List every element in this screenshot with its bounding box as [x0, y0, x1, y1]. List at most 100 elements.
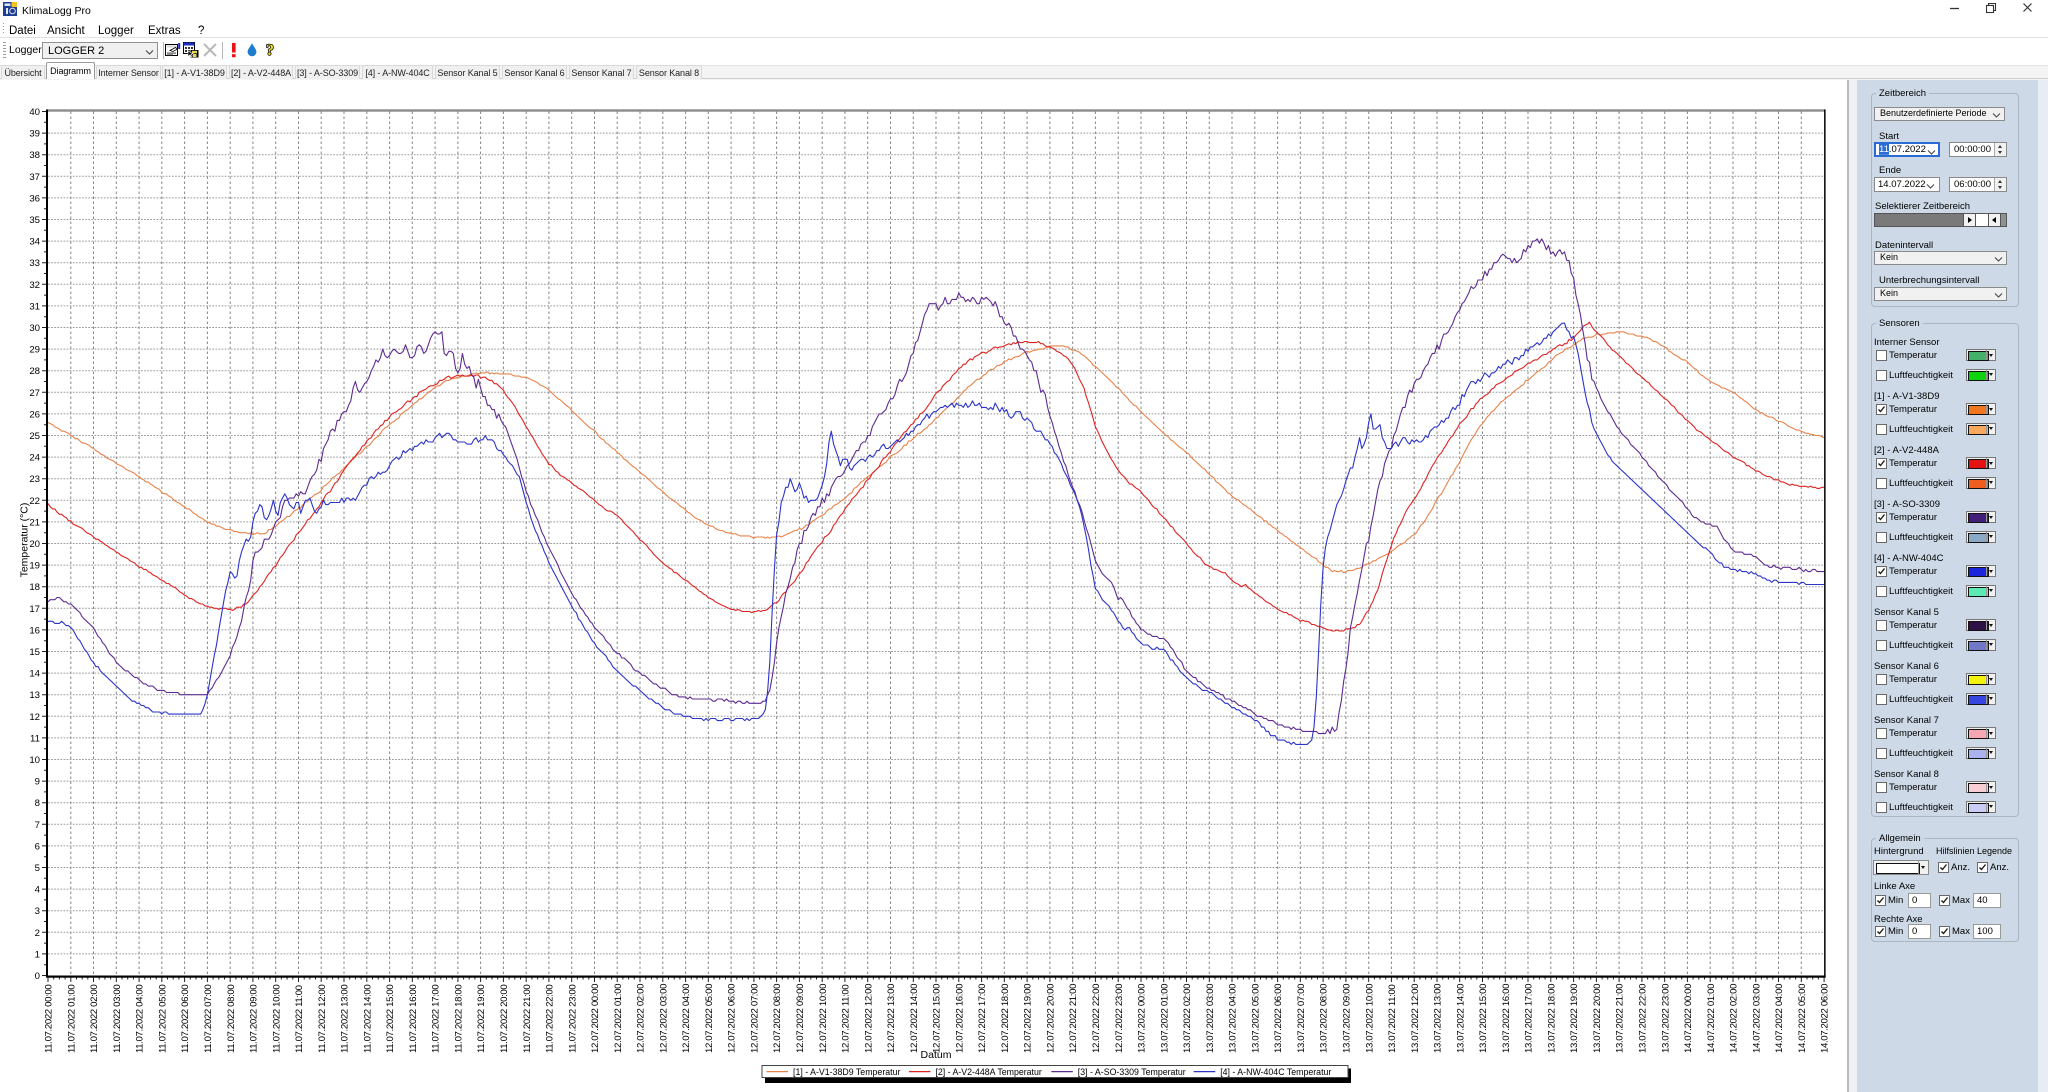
svg-text:[1] - A-V1-38D9 Temperatur: [1] - A-V1-38D9 Temperatur	[793, 1067, 900, 1077]
svg-text:12.07.2022 11:00: 12.07.2022 11:00	[841, 985, 852, 1053]
svg-text:25: 25	[29, 431, 40, 442]
svg-text:13.07.2022 05:00: 13.07.2022 05:00	[1250, 984, 1261, 1053]
svg-text:13.07.2022 10:00: 13.07.2022 10:00	[1364, 984, 1375, 1053]
svg-text:24: 24	[29, 453, 40, 464]
svg-text:4: 4	[35, 885, 41, 896]
svg-text:14: 14	[29, 669, 40, 680]
svg-text:17: 17	[29, 604, 40, 615]
svg-text:Datum: Datum	[921, 1049, 952, 1061]
svg-text:5: 5	[35, 863, 40, 874]
svg-text:27: 27	[29, 388, 40, 399]
svg-text:11.07.2022 13:00: 11.07.2022 13:00	[340, 985, 351, 1053]
svg-text:[2] - A-V2-448A Temperatur: [2] - A-V2-448A Temperatur	[935, 1067, 1042, 1077]
svg-text:28: 28	[29, 366, 40, 377]
svg-text:13.07.2022 11:00: 13.07.2022 11:00	[1387, 985, 1398, 1053]
svg-text:11.07.2022 23:00: 11.07.2022 23:00	[567, 985, 578, 1053]
svg-text:14.07.2022 06:00: 14.07.2022 06:00	[1820, 984, 1831, 1053]
svg-text:13.07.2022 15:00: 13.07.2022 15:00	[1478, 984, 1489, 1053]
svg-text:12.07.2022 03:00: 12.07.2022 03:00	[658, 984, 669, 1053]
svg-text:13.07.2022 03:00: 13.07.2022 03:00	[1205, 984, 1216, 1053]
svg-text:[3] - A-SO-3309 Temperatur: [3] - A-SO-3309 Temperatur	[1078, 1067, 1186, 1077]
svg-text:11.07.2022 11:00: 11.07.2022 11:00	[294, 985, 305, 1053]
svg-text:[4] - A-NW-404C Temperatur: [4] - A-NW-404C Temperatur	[1220, 1067, 1331, 1077]
svg-text:11.07.2022 15:00: 11.07.2022 15:00	[385, 985, 396, 1053]
svg-text:14.07.2022 02:00: 14.07.2022 02:00	[1729, 984, 1740, 1053]
svg-text:11.07.2022 07:00: 11.07.2022 07:00	[203, 985, 214, 1053]
svg-text:12.07.2022 20:00: 12.07.2022 20:00	[1046, 984, 1057, 1053]
svg-text:14.07.2022 01:00: 14.07.2022 01:00	[1706, 984, 1717, 1053]
svg-text:11.07.2022 08:00: 11.07.2022 08:00	[226, 985, 237, 1053]
svg-text:11.07.2022 04:00: 11.07.2022 04:00	[135, 985, 146, 1053]
svg-text:31: 31	[29, 301, 40, 312]
svg-text:13: 13	[29, 690, 40, 701]
svg-text:0: 0	[35, 971, 40, 982]
svg-text:?: ?	[266, 42, 274, 58]
svg-text:12.07.2022 04:00: 12.07.2022 04:00	[681, 984, 692, 1053]
svg-text:13.07.2022 08:00: 13.07.2022 08:00	[1319, 984, 1330, 1053]
svg-text:11.07.2022 06:00: 11.07.2022 06:00	[180, 985, 191, 1053]
svg-text:7: 7	[35, 820, 40, 831]
svg-text:12.07.2022 01:00: 12.07.2022 01:00	[613, 984, 624, 1053]
svg-text:40: 40	[29, 107, 40, 118]
svg-text:13.07.2022 18:00: 13.07.2022 18:00	[1546, 984, 1557, 1053]
svg-text:12.07.2022 09:00: 12.07.2022 09:00	[795, 984, 806, 1053]
svg-text:14.07.2022 00:00: 14.07.2022 00:00	[1683, 984, 1694, 1053]
svg-text:11.07.2022 03:00: 11.07.2022 03:00	[112, 985, 123, 1053]
svg-text:13.07.2022 01:00: 13.07.2022 01:00	[1159, 984, 1170, 1053]
svg-text:9: 9	[35, 777, 40, 788]
svg-text:37: 37	[29, 172, 40, 183]
svg-text:21: 21	[29, 517, 40, 528]
svg-text:13.07.2022 09:00: 13.07.2022 09:00	[1342, 984, 1353, 1053]
svg-text:12.07.2022 17:00: 12.07.2022 17:00	[977, 984, 988, 1053]
svg-text:Temperatur (°C): Temperatur (°C)	[19, 503, 31, 578]
svg-text:11.07.2022 01:00: 11.07.2022 01:00	[66, 985, 77, 1053]
svg-text:1: 1	[35, 949, 40, 960]
svg-text:12.07.2022 12:00: 12.07.2022 12:00	[863, 984, 874, 1053]
svg-text:15: 15	[29, 647, 40, 658]
svg-text:13.07.2022 21:00: 13.07.2022 21:00	[1615, 984, 1626, 1053]
svg-text:11.07.2022 09:00: 11.07.2022 09:00	[249, 985, 260, 1053]
svg-text:11.07.2022 19:00: 11.07.2022 19:00	[476, 985, 487, 1053]
svg-text:32: 32	[29, 280, 40, 291]
svg-text:6: 6	[35, 841, 40, 852]
svg-text:13.07.2022 06:00: 13.07.2022 06:00	[1273, 984, 1284, 1053]
svg-text:11.07.2022 02:00: 11.07.2022 02:00	[89, 985, 100, 1053]
svg-text:11.07.2022 18:00: 11.07.2022 18:00	[454, 985, 465, 1053]
svg-text:20: 20	[29, 539, 40, 550]
svg-text:12.07.2022 15:00: 12.07.2022 15:00	[932, 984, 943, 1053]
svg-text:12.07.2022 00:00: 12.07.2022 00:00	[590, 984, 601, 1053]
svg-text:11.07.2022 12:00: 11.07.2022 12:00	[317, 985, 328, 1053]
svg-text:13.07.2022 04:00: 13.07.2022 04:00	[1228, 984, 1239, 1053]
svg-text:11.07.2022 05:00: 11.07.2022 05:00	[157, 985, 168, 1053]
svg-text:11.07.2022 22:00: 11.07.2022 22:00	[545, 985, 556, 1053]
svg-text:11.07.2022 20:00: 11.07.2022 20:00	[499, 985, 510, 1053]
svg-text:34: 34	[29, 237, 40, 248]
svg-text:29: 29	[29, 345, 40, 356]
svg-text:13.07.2022 19:00: 13.07.2022 19:00	[1569, 984, 1580, 1053]
svg-text:26: 26	[29, 409, 40, 420]
svg-text:12.07.2022 14:00: 12.07.2022 14:00	[909, 984, 920, 1053]
svg-text:38: 38	[29, 150, 40, 161]
svg-text:11.07.2022 14:00: 11.07.2022 14:00	[362, 985, 373, 1053]
svg-text:13.07.2022 20:00: 13.07.2022 20:00	[1592, 984, 1603, 1053]
svg-text:13.07.2022 00:00: 13.07.2022 00:00	[1137, 984, 1148, 1053]
svg-text:12.07.2022 22:00: 12.07.2022 22:00	[1091, 984, 1102, 1053]
svg-text:14.07.2022 04:00: 14.07.2022 04:00	[1774, 984, 1785, 1053]
svg-text:13.07.2022 23:00: 13.07.2022 23:00	[1660, 984, 1671, 1053]
svg-text:11.07.2022 17:00: 11.07.2022 17:00	[431, 985, 442, 1053]
svg-text:18: 18	[29, 582, 40, 593]
svg-text:2: 2	[35, 928, 40, 939]
svg-text:12.07.2022 23:00: 12.07.2022 23:00	[1114, 984, 1125, 1053]
svg-text:13.07.2022 16:00: 13.07.2022 16:00	[1501, 984, 1512, 1053]
svg-text:11.07.2022 10:00: 11.07.2022 10:00	[271, 985, 282, 1053]
svg-text:11: 11	[30, 733, 40, 744]
svg-text:12.07.2022 21:00: 12.07.2022 21:00	[1068, 984, 1079, 1053]
svg-text:39: 39	[29, 129, 40, 140]
svg-text:13.07.2022 07:00: 13.07.2022 07:00	[1296, 984, 1307, 1053]
svg-text:12.07.2022 06:00: 12.07.2022 06:00	[727, 984, 738, 1053]
svg-text:10: 10	[29, 755, 40, 766]
svg-text:35: 35	[29, 215, 40, 226]
svg-text:19: 19	[29, 561, 40, 572]
svg-text:33: 33	[29, 258, 40, 269]
svg-text:12.07.2022 02:00: 12.07.2022 02:00	[636, 984, 647, 1053]
